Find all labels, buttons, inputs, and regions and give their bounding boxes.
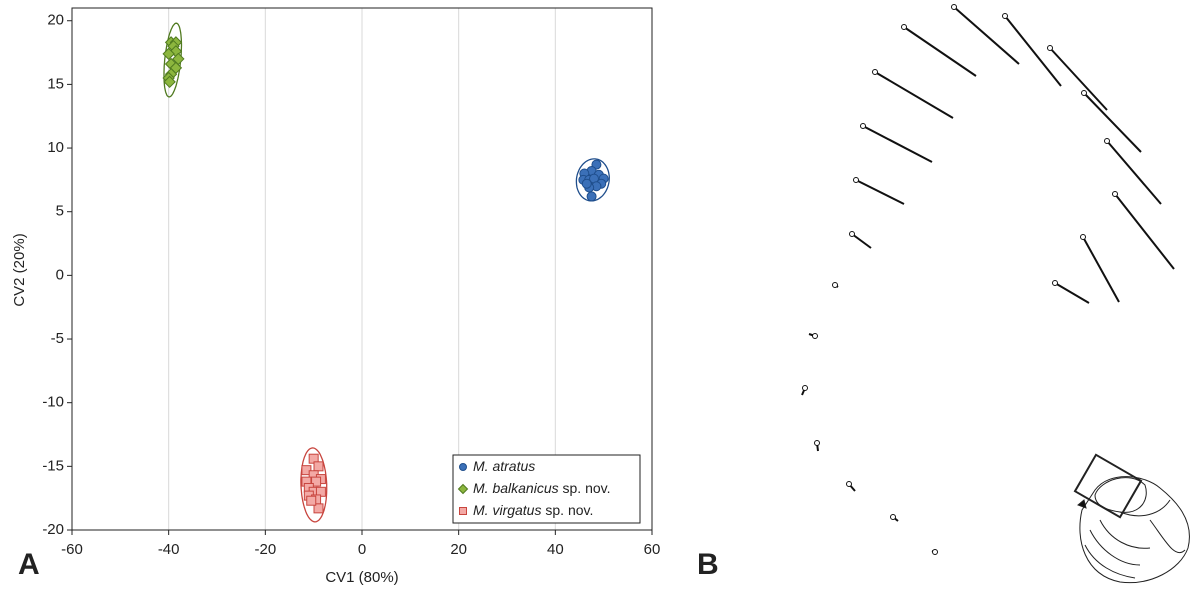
legend-entry: M. atratus	[459, 458, 535, 474]
legend-entry: M. virgatus sp. nov.	[459, 502, 593, 518]
confidence-ellipse	[300, 447, 328, 523]
y-tick-label: 10	[47, 139, 64, 156]
point	[311, 476, 322, 487]
y-tick-label: 0	[56, 266, 64, 283]
legend-label: M. balkanicus sp. nov.	[473, 480, 611, 496]
legend-entry: M. balkanicus sp. nov.	[457, 480, 611, 496]
x-tick-label: 40	[547, 541, 564, 558]
y-tick-label: -5	[51, 330, 64, 347]
point	[163, 75, 176, 89]
point	[313, 461, 324, 472]
x-tick-label: -40	[158, 541, 180, 558]
x-tick-label: -20	[254, 541, 276, 558]
landmark-vectors	[801, 4, 1175, 555]
legend-marker	[459, 463, 467, 471]
x-axis-label: CV1 (80%)	[325, 569, 398, 586]
panel-label: A	[18, 548, 40, 581]
confidence-ellipse	[163, 22, 183, 98]
panel-label: B	[697, 548, 719, 581]
y-tick-label: -20	[42, 521, 64, 538]
y-tick-label: -15	[42, 457, 64, 474]
legend-marker	[459, 507, 467, 515]
x-tick-label: -60	[61, 541, 83, 558]
y-tick-label: -10	[42, 394, 64, 411]
y-tick-label: 15	[47, 75, 64, 92]
point	[313, 503, 324, 514]
x-tick-label: 20	[450, 541, 467, 558]
y-tick-label: 20	[47, 12, 64, 29]
inset-drawing	[1073, 453, 1190, 584]
legend-marker	[457, 483, 469, 495]
legend-box	[452, 454, 641, 524]
point	[581, 178, 592, 189]
point	[586, 191, 597, 202]
x-tick-label: 0	[358, 541, 366, 558]
point	[162, 47, 175, 61]
point	[306, 495, 317, 506]
legend-label: M. virgatus sp. nov.	[473, 502, 593, 518]
point	[301, 465, 312, 476]
legend-label: M. atratus	[473, 458, 535, 474]
y-axis-label: CV2 (20%)	[11, 233, 28, 306]
plot-frame	[71, 7, 653, 531]
y-tick-label: 5	[56, 203, 64, 220]
confidence-ellipse	[575, 158, 610, 202]
x-tick-label: 60	[644, 541, 661, 558]
